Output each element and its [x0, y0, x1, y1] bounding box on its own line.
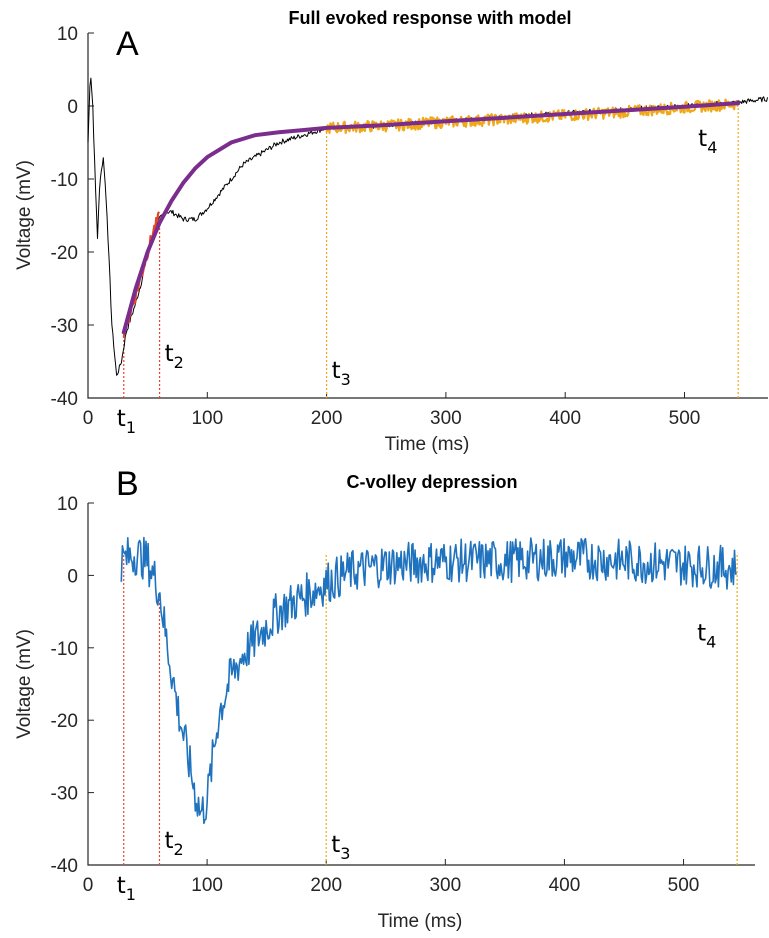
panel-b-ytick-label: -10	[51, 639, 78, 660]
panel-b-ytick-label: 10	[57, 494, 78, 515]
panel-a-ytick-label: -30	[51, 316, 78, 337]
panel-a-label: A	[116, 25, 139, 63]
panel-a-xtick-label: 100	[191, 408, 223, 429]
panel-b-marker-label-t3: t3	[331, 832, 350, 863]
panel-b-marker-label-t4: t4	[697, 621, 716, 652]
panel-a-marker-label-t3: t3	[332, 358, 351, 389]
panel-a-xtick-label: 400	[549, 408, 581, 429]
panel-a-xlabel: Time (ms)	[385, 434, 470, 455]
panel-a: A Full evoked response with model Time (…	[14, 8, 768, 455]
panel-a-xtick-label: 0	[83, 408, 94, 429]
panel-a-xtick-label: 300	[430, 408, 462, 429]
panel-b-ylabel: Voltage (mV)	[14, 629, 35, 739]
panel-b-xtick-label: 200	[310, 875, 342, 896]
panel-b-ytick-label: -40	[51, 856, 78, 877]
panel-b-xtick-label: 500	[668, 875, 700, 896]
panel-b-ytick-label: -30	[51, 784, 78, 805]
panel-b-series-difference-trace	[120, 536, 738, 825]
panel-a-ytick-label: -40	[51, 389, 78, 410]
panel-a-ytick-label: -20	[51, 243, 78, 264]
panel-b-ytick-label: -20	[51, 711, 78, 732]
panel-a-ytick-label: 0	[67, 97, 78, 118]
panel-a-marker-label-t1: t1	[117, 406, 136, 437]
panel-a-xtick-label: 200	[311, 408, 343, 429]
panel-b: B C-volley depression Time (ms) Voltage …	[14, 465, 755, 932]
panel-a-series-fit-region-late	[325, 98, 739, 134]
panel-a-ylabel: Voltage (mV)	[14, 160, 35, 270]
panel-a-title: Full evoked response with model	[288, 8, 571, 28]
panel-a-axes	[87, 33, 768, 399]
panel-b-marker-label-t2: t2	[164, 828, 183, 859]
panel-a-ytick-label: 10	[57, 24, 78, 45]
panel-a-ytick-label: -10	[51, 170, 78, 191]
panel-b-ytick-label: 0	[67, 566, 78, 587]
panel-b-xtick-label: 0	[83, 875, 94, 896]
panel-b-label: B	[116, 465, 139, 503]
panel-b-marker-label-t1: t1	[117, 873, 136, 904]
panel-b-xtick-label: 100	[191, 875, 223, 896]
panel-a-marker-label-t4: t4	[698, 126, 717, 157]
panel-b-xtick-label: 300	[429, 875, 461, 896]
panel-a-series-model	[121, 101, 741, 335]
panel-a-marker-label-t2: t2	[165, 341, 184, 372]
panel-b-xlabel: Time (ms)	[378, 911, 463, 932]
panel-a-xtick-label: 500	[669, 408, 701, 429]
panel-b-xtick-label: 400	[549, 875, 581, 896]
panel-b-title: C-volley depression	[346, 472, 517, 492]
